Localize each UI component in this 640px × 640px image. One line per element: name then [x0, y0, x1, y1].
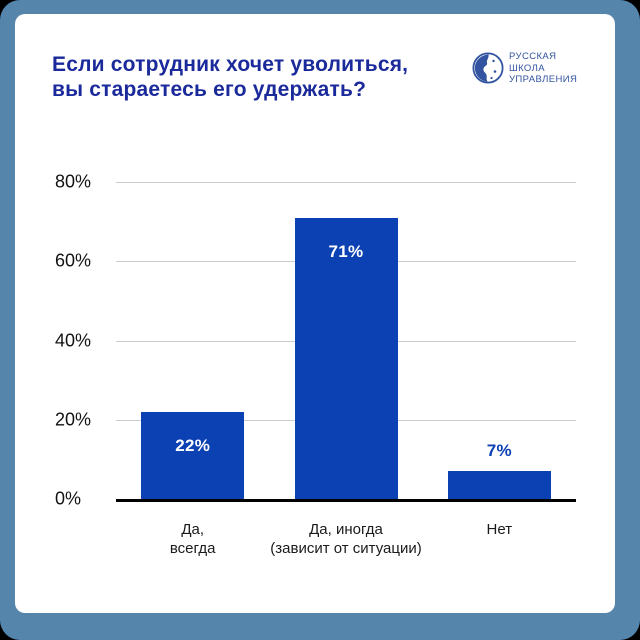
category-label: Да, всегда: [73, 520, 313, 558]
bar: 71%: [294, 217, 398, 499]
infographic-card: Если сотрудник хочет уволиться, вы стара…: [15, 14, 615, 613]
category-label-line: Да, иногда: [309, 521, 383, 538]
y-tick-label: 80%: [55, 171, 92, 192]
gridline: [116, 182, 576, 183]
bar-value-label: 71%: [328, 241, 364, 261]
y-tick-label: 20%: [55, 409, 92, 430]
title-line-1: Если сотрудник хочет уволиться,: [52, 53, 409, 76]
bar-value-label: 7%: [486, 441, 512, 461]
logo-text-line-1: РУССКАЯ: [509, 51, 557, 62]
page-title: Если сотрудник хочет уволиться, вы стара…: [52, 52, 408, 102]
bar-chart: 22% 71% 7% 0% 20% 40% 60% 80% Да, всегда Да, иног…: [15, 14, 615, 613]
category-label-line: Нет: [486, 521, 513, 538]
company-logo: РУССКАЯ ШКОЛА УПРАВЛЕНИЯ: [472, 51, 577, 86]
y-tick-label: 60%: [55, 250, 92, 271]
logo-text-line-3: УПРАВЛЕНИЯ: [509, 74, 578, 85]
bar: 7%: [447, 441, 551, 499]
bar: 22%: [141, 411, 245, 499]
logo-text: РУССКАЯ ШКОЛА УПРАВЛЕНИЯ: [509, 51, 577, 86]
category-label: Да, иногда (зависит от ситуации): [226, 520, 466, 558]
category-label-line: всегда: [169, 540, 216, 557]
y-tick-label: 0%: [55, 488, 82, 509]
category-label-line: (зависит от ситуации): [270, 540, 422, 557]
bar-value-label: 22%: [175, 435, 211, 455]
plot-area: 22% 71% 7%: [116, 182, 576, 502]
title-line-2: вы стараетесь его удержать?: [52, 78, 367, 101]
logo-text-line-2: ШКОЛА: [509, 62, 545, 74]
category-label: Нет: [379, 520, 619, 539]
category-label-line: Да,: [181, 521, 204, 538]
globe-icon: [472, 52, 504, 84]
y-tick-label: 40%: [55, 330, 92, 350]
